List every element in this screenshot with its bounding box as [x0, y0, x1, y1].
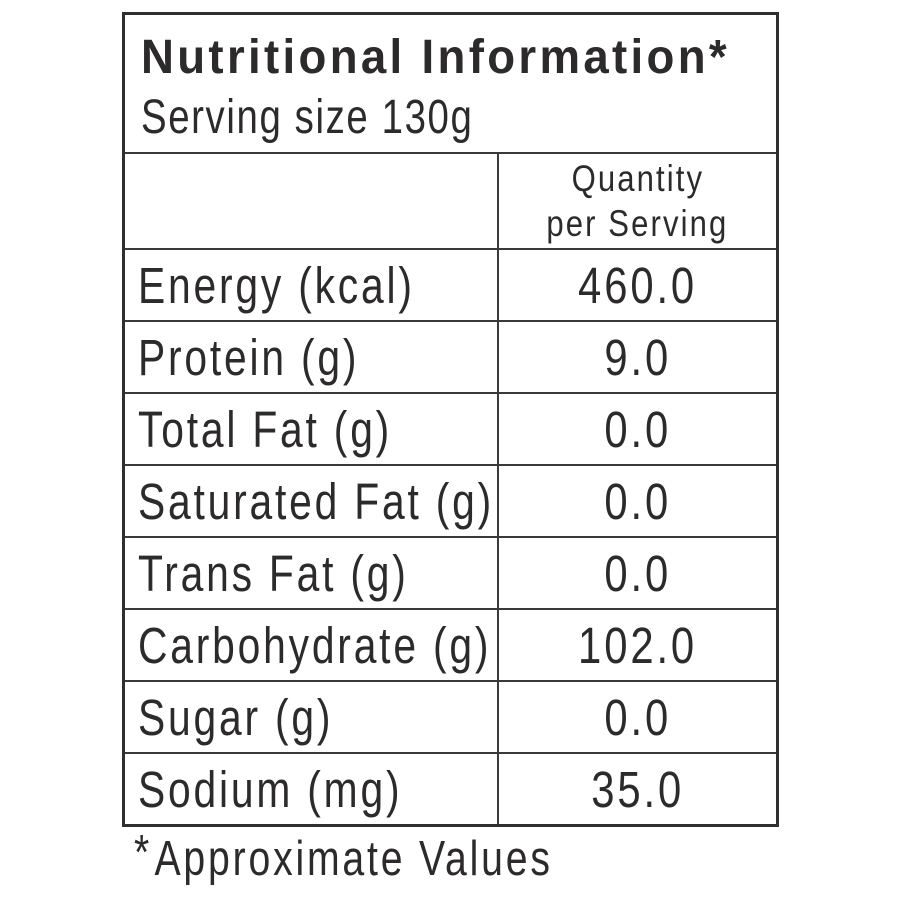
label-header: Nutritional Information* Serving size 13…	[125, 15, 776, 152]
nutrient-name-text: Energy (kcal)	[138, 256, 415, 314]
nutrient-value-text: 9.0	[604, 328, 671, 386]
nutrient-value: 9.0	[497, 322, 776, 392]
header-empty-cell	[125, 154, 497, 248]
nutrient-value-text: 35.0	[591, 760, 684, 818]
label-title-text: Nutritional Information*	[141, 31, 730, 85]
nutrient-value: 102.0	[497, 610, 776, 680]
nutrient-name: Total Fat (g)	[125, 394, 497, 464]
nutrient-value: 460.0	[497, 250, 776, 320]
serving-size: Serving size 130g	[141, 90, 768, 145]
nutrient-name: Sugar (g)	[125, 682, 497, 752]
nutrient-value: 0.0	[497, 394, 776, 464]
table-row-sugar: Sugar (g) 0.0	[125, 680, 776, 752]
nutrient-name: Protein (g)	[125, 322, 497, 392]
nutrient-value-text: 0.0	[604, 472, 671, 530]
footnote-text: Approximate Values	[154, 832, 553, 886]
quantity-header-line1: Quantity	[571, 157, 704, 199]
nutrient-name: Trans Fat (g)	[125, 538, 497, 608]
label-title: Nutritional Information*	[141, 30, 768, 85]
nutrient-value-text: 460.0	[577, 256, 698, 314]
nutrient-name: Saturated Fat (g)	[125, 466, 497, 536]
table-header-row: Quantity per Serving	[125, 152, 776, 248]
nutrient-name-text: Sodium (mg)	[138, 760, 403, 818]
table-row-trans-fat: Trans Fat (g) 0.0	[125, 536, 776, 608]
footnote: *Approximate Values	[134, 826, 657, 887]
column-header-quantity: Quantity per Serving	[497, 154, 776, 248]
nutrient-name-text: Total Fat (g)	[138, 400, 393, 458]
table-row-saturated-fat: Saturated Fat (g) 0.0	[125, 464, 776, 536]
nutrient-name: Sodium (mg)	[125, 754, 497, 824]
footnote-line: *Approximate Values	[134, 826, 553, 887]
nutrient-value: 0.0	[497, 466, 776, 536]
nutrient-name-text: Trans Fat (g)	[138, 544, 409, 602]
footnote-asterisk: *	[134, 825, 153, 880]
nutrient-value-text: 0.0	[604, 688, 671, 746]
table-row-protein: Protein (g) 9.0	[125, 320, 776, 392]
nutrient-value-text: 0.0	[604, 544, 671, 602]
nutrient-name-text: Saturated Fat (g)	[138, 472, 495, 530]
nutrient-value-text: 0.0	[604, 400, 671, 458]
nutrient-name-text: Protein (g)	[138, 328, 360, 386]
nutrient-value-text: 102.0	[577, 616, 698, 674]
nutrient-value: 0.0	[497, 682, 776, 752]
table-row-energy: Energy (kcal) 460.0	[125, 248, 776, 320]
nutrient-value: 0.0	[497, 538, 776, 608]
nutrient-name-text: Carbohydrate (g)	[138, 616, 492, 674]
quantity-header-line2: per Serving	[546, 203, 729, 244]
table-row-total-fat: Total Fat (g) 0.0	[125, 392, 776, 464]
nutrient-name: Carbohydrate (g)	[125, 610, 497, 680]
serving-size-text: Serving size 130g	[141, 90, 474, 144]
table-row-sodium: Sodium (mg) 35.0	[125, 752, 776, 824]
nutrient-value: 35.0	[497, 754, 776, 824]
table-row-carbohydrate: Carbohydrate (g) 102.0	[125, 608, 776, 680]
nutrient-name: Energy (kcal)	[125, 250, 497, 320]
nutrition-table: Nutritional Information* Serving size 13…	[122, 12, 779, 827]
nutrient-name-text: Sugar (g)	[138, 688, 334, 746]
